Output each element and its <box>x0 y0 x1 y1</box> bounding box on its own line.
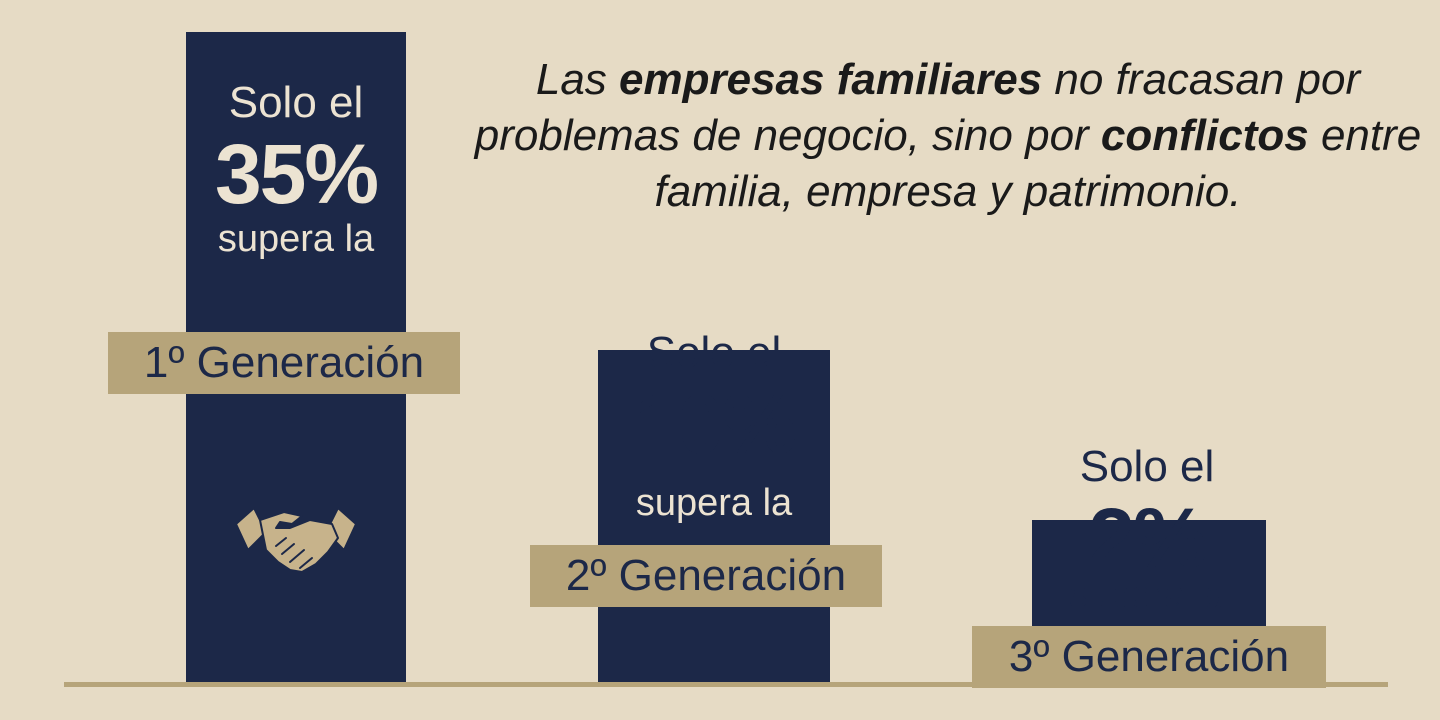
bar-2-post-label: supera la <box>635 482 793 524</box>
bar-3-category-label: 3º Generación <box>972 626 1326 688</box>
bar-1-value-label: 35% <box>214 127 379 221</box>
bar-2-category-label: 2º Generación <box>530 545 882 607</box>
bar-3-value-label: 2% <box>1088 491 1207 585</box>
quote-bold-2: conflictos <box>1100 111 1309 160</box>
bar-1-post-label: supera la <box>217 218 375 260</box>
handshake-icon <box>235 507 357 573</box>
baseline <box>64 682 1388 687</box>
quote-part-2: no fracasan por problemas de negocio, si… <box>474 55 1361 160</box>
quote-bold-1: empresas familiares <box>619 55 1043 104</box>
bar-1-category-label: 1º Generación <box>108 332 460 394</box>
bar-2-value-label: 10% <box>632 377 797 471</box>
bar-3-post-label: supera la <box>1068 574 1226 616</box>
bar-3-pre-label: Solo el <box>1079 442 1215 491</box>
bar-1-pre-label: Solo el <box>228 78 364 127</box>
headline-quote: Las empresas familiares no fracasan por … <box>468 52 1428 220</box>
quote-part-1: Las <box>535 55 620 104</box>
bar-2-pre-label: Solo el <box>646 328 782 377</box>
bar-2nd-generation <box>598 349 830 682</box>
quote-part-3: entre familia, empresa y patrimonio. <box>654 111 1422 216</box>
